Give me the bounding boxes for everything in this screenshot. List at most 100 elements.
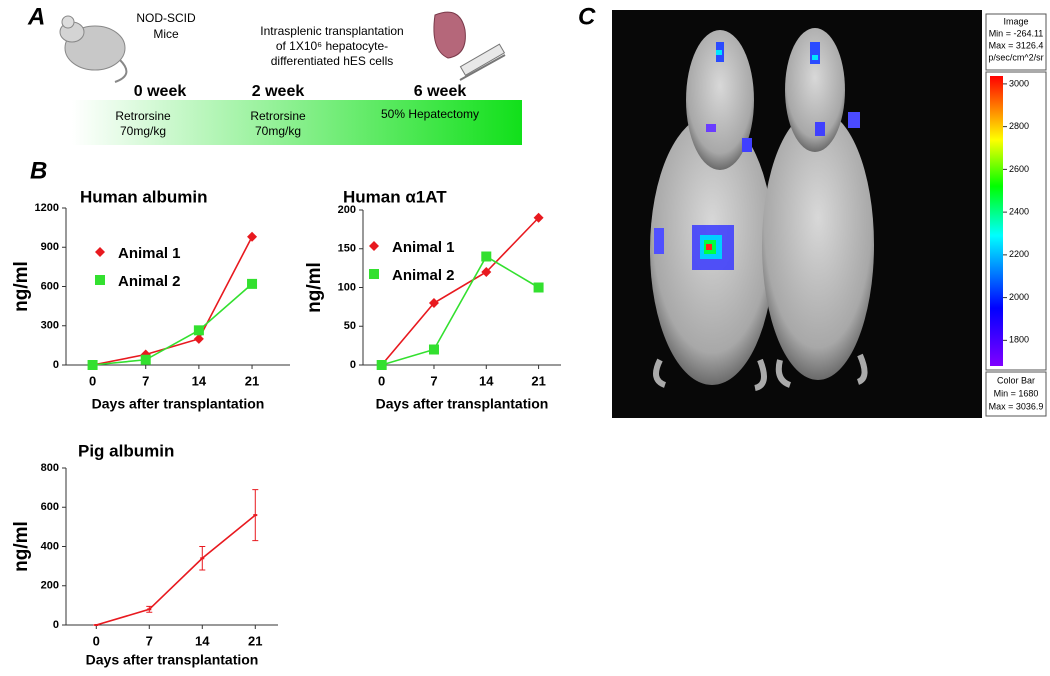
- panel-label: A: [27, 3, 45, 30]
- x-tick-label: 0: [93, 633, 100, 648]
- y-tick-label: 300: [41, 320, 59, 332]
- transplant-label: Intrasplenic transplantation: [260, 24, 403, 38]
- x-tick-label: 14: [195, 633, 210, 648]
- data-point: [247, 278, 258, 289]
- x-tick-label: 0: [89, 373, 96, 388]
- data-point: [481, 267, 492, 277]
- data-point: [376, 360, 387, 370]
- color-tick-label: 2000: [1009, 292, 1029, 302]
- y-tick-label: 200: [338, 204, 356, 216]
- treatment-label: 70mg/kg: [255, 124, 301, 138]
- week-label: 6 week: [414, 83, 467, 100]
- y-tick-label: 150: [338, 243, 356, 255]
- legend-marker: [95, 247, 105, 257]
- x-axis-label: Days after transplantation: [86, 652, 259, 668]
- y-tick-label: 600: [41, 280, 59, 292]
- x-tick-label: 0: [378, 373, 385, 388]
- y-tick-label: 0: [350, 359, 356, 371]
- image-info: p/sec/cm^2/sr: [988, 52, 1043, 62]
- color-bar-info: Max = 3036.9: [989, 401, 1044, 411]
- color-tick-label: 1800: [1009, 335, 1029, 345]
- mice-label: NOD-SCID: [136, 11, 196, 25]
- y-tick-label: 0: [53, 359, 59, 371]
- data-point: [428, 344, 439, 355]
- chart-title: Human albumin: [80, 187, 208, 206]
- data-point: [193, 333, 204, 344]
- x-tick-label: 14: [479, 373, 494, 388]
- legend-marker: [95, 275, 105, 285]
- week-label: 0 week: [134, 83, 187, 100]
- image-info: Max = 3126.4: [989, 40, 1044, 50]
- image-info: Image: [1003, 16, 1028, 26]
- y-axis-label: ng/ml: [11, 521, 32, 572]
- data-point: [481, 251, 492, 262]
- y-tick-label: 800: [41, 462, 59, 474]
- data-point: [533, 212, 544, 223]
- y-tick-label: 200: [41, 580, 59, 592]
- data-point: [533, 282, 544, 293]
- y-tick-label: 50: [344, 320, 356, 332]
- panel-label: C: [578, 3, 596, 30]
- y-tick-label: 100: [338, 281, 356, 293]
- image-info: Min = -264.11: [989, 28, 1044, 38]
- color-tick-label: 2200: [1009, 249, 1029, 259]
- treatment-label: 50% Hepatectomy: [381, 107, 479, 121]
- x-tick-label: 21: [531, 373, 545, 388]
- color-tick-label: 3000: [1009, 78, 1029, 88]
- y-axis-label: ng/ml: [11, 261, 32, 312]
- mice-label: Mice: [153, 27, 179, 41]
- timeline-bar: [72, 100, 522, 145]
- x-axis-label: Days after transplantation: [92, 396, 265, 412]
- legend-label: Animal 2: [118, 273, 181, 290]
- y-axis-label: ng/ml: [304, 262, 325, 313]
- legend-label: Animal 1: [392, 239, 455, 256]
- mouse-icon: [59, 15, 128, 83]
- legend-label: Animal 2: [392, 267, 455, 284]
- data-point: [247, 231, 258, 242]
- y-tick-label: 1200: [35, 202, 59, 214]
- legend-marker: [369, 269, 379, 279]
- series-line: [96, 514, 256, 626]
- color-tick-label: 2800: [1009, 121, 1029, 131]
- x-tick-label: 21: [245, 373, 259, 388]
- panel-label: B: [30, 157, 47, 184]
- color-bar: [990, 76, 1003, 366]
- series-line: [381, 255, 539, 366]
- x-tick-label: 14: [192, 373, 207, 388]
- legend-label: Animal 1: [118, 245, 181, 262]
- color-bar-info: Min = 1680: [994, 388, 1039, 398]
- color-tick-label: 2400: [1009, 206, 1029, 216]
- chart-title: Pig albumin: [78, 441, 174, 460]
- x-tick-label: 21: [248, 633, 262, 648]
- transplant-label: of 1X10⁶ hepatocyte-: [276, 39, 388, 53]
- x-tick-label: 7: [430, 373, 437, 388]
- chart-title: Human α1AT: [343, 187, 447, 206]
- series-line: [92, 283, 253, 366]
- spleen-syringe-icon: [433, 11, 506, 81]
- imaging-photo: [612, 10, 982, 418]
- y-tick-label: 400: [41, 540, 59, 552]
- image-info-box: [985, 13, 1047, 71]
- y-tick-label: 900: [41, 241, 59, 253]
- treatment-label: Retrorsine: [115, 109, 171, 123]
- legend-marker: [369, 241, 379, 251]
- week-label: 2 week: [252, 83, 305, 100]
- y-tick-label: 600: [41, 501, 59, 513]
- treatment-label: 70mg/kg: [120, 124, 166, 138]
- color-tick-label: 2600: [1009, 164, 1029, 174]
- color-bar-info: Color Bar: [997, 375, 1035, 385]
- transplant-label: differentiated hES cells: [271, 54, 394, 68]
- series-line: [381, 217, 540, 366]
- x-tick-label: 7: [146, 633, 153, 648]
- series-line: [92, 236, 253, 366]
- color-bar-info-box: [985, 371, 1047, 417]
- y-tick-label: 0: [53, 619, 59, 631]
- treatment-label: Retrorsine: [250, 109, 306, 123]
- data-point: [193, 325, 204, 336]
- data-point: [428, 298, 439, 308]
- x-axis-label: Days after transplantation: [376, 396, 549, 412]
- data-point: [87, 360, 98, 370]
- data-point: [140, 354, 151, 365]
- x-tick-label: 7: [142, 373, 149, 388]
